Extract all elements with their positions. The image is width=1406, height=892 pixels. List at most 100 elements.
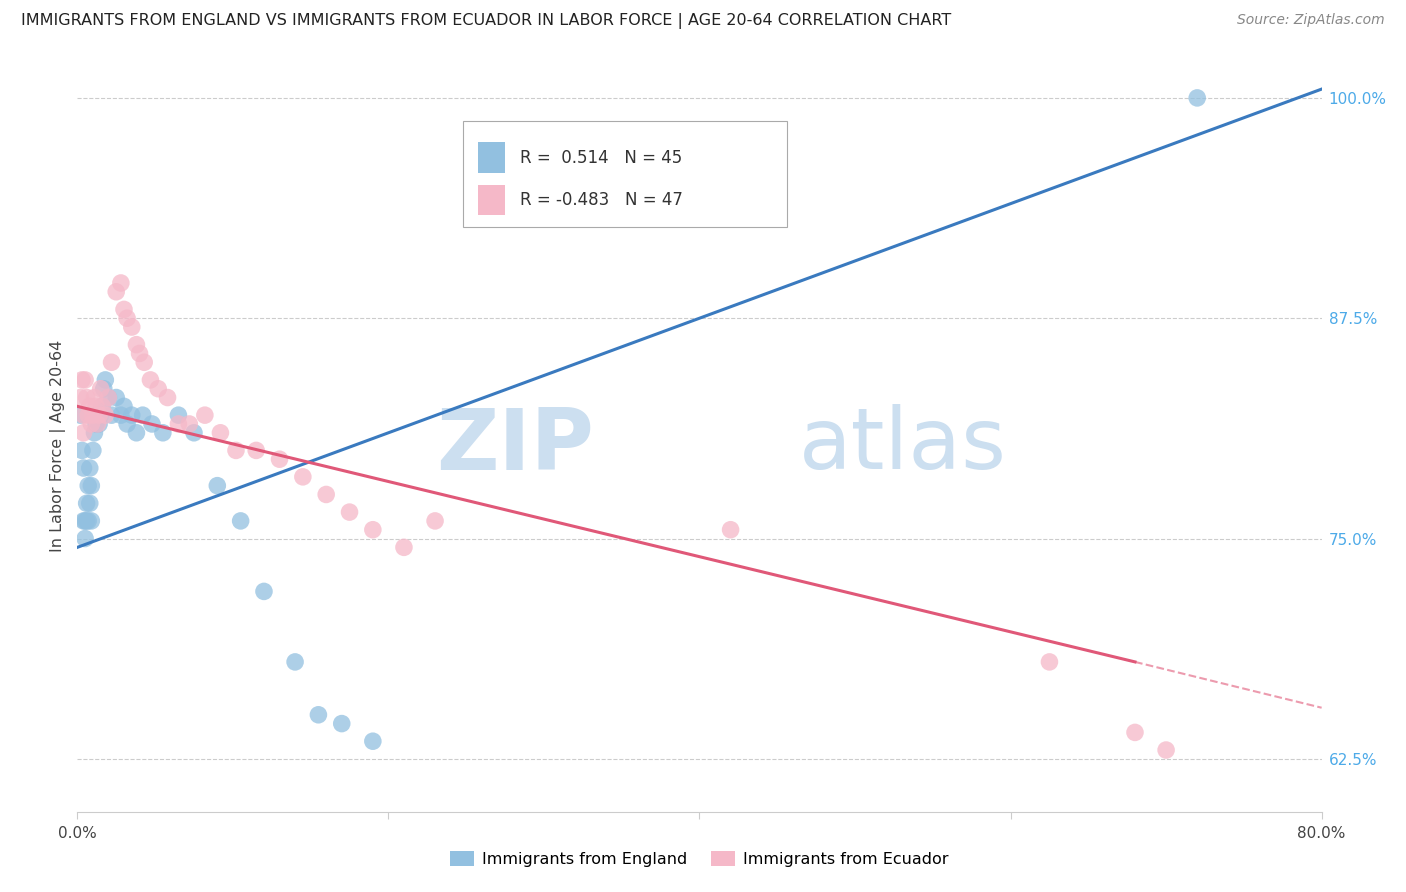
Text: ZIP: ZIP bbox=[436, 404, 593, 488]
Point bbox=[148, 382, 170, 396]
Point bbox=[72, 425, 94, 440]
Point bbox=[79, 496, 101, 510]
Point bbox=[69, 391, 91, 405]
Point bbox=[207, 478, 229, 492]
Legend: Immigrants from England, Immigrants from Ecuador: Immigrants from England, Immigrants from… bbox=[444, 845, 955, 873]
Point bbox=[125, 337, 148, 351]
Point bbox=[720, 523, 742, 537]
Point bbox=[339, 505, 361, 519]
Point bbox=[79, 461, 101, 475]
Bar bbox=[478, 185, 505, 215]
Y-axis label: In Labor Force | Age 20-64: In Labor Force | Age 20-64 bbox=[51, 340, 66, 552]
Point bbox=[83, 391, 105, 405]
Point bbox=[82, 443, 104, 458]
Point bbox=[75, 373, 97, 387]
Point bbox=[141, 417, 163, 431]
Text: R =  0.514   N = 45: R = 0.514 N = 45 bbox=[520, 149, 682, 167]
Point bbox=[115, 417, 138, 431]
Point bbox=[72, 408, 94, 422]
Point bbox=[80, 417, 103, 431]
Point bbox=[70, 373, 93, 387]
Point bbox=[86, 408, 108, 422]
Point bbox=[76, 496, 98, 510]
Point bbox=[79, 400, 101, 414]
Text: atlas: atlas bbox=[799, 404, 1007, 488]
Point bbox=[80, 478, 103, 492]
Point bbox=[90, 382, 112, 396]
Point bbox=[72, 514, 94, 528]
Point bbox=[112, 302, 135, 317]
Point bbox=[392, 541, 415, 555]
Point bbox=[284, 655, 307, 669]
Point bbox=[93, 382, 115, 396]
Point bbox=[245, 443, 267, 458]
Point bbox=[121, 408, 143, 422]
Point bbox=[209, 425, 232, 440]
Point bbox=[167, 417, 190, 431]
Point bbox=[70, 443, 93, 458]
Point bbox=[183, 425, 205, 440]
Point bbox=[361, 523, 384, 537]
Text: R = -0.483   N = 47: R = -0.483 N = 47 bbox=[520, 191, 683, 209]
Bar bbox=[478, 142, 505, 173]
Point bbox=[75, 532, 97, 546]
FancyBboxPatch shape bbox=[463, 120, 786, 227]
Point bbox=[77, 478, 100, 492]
Point bbox=[315, 487, 337, 501]
Point bbox=[94, 408, 117, 422]
Point bbox=[110, 276, 132, 290]
Point bbox=[97, 391, 120, 405]
Point bbox=[307, 707, 329, 722]
Point bbox=[77, 408, 100, 422]
Point bbox=[194, 408, 217, 422]
Point bbox=[112, 400, 135, 414]
Point bbox=[1038, 655, 1060, 669]
Point bbox=[110, 408, 132, 422]
Point bbox=[253, 584, 276, 599]
Point bbox=[330, 716, 353, 731]
Point bbox=[105, 391, 128, 405]
Point bbox=[291, 470, 314, 484]
Point bbox=[269, 452, 291, 467]
Point bbox=[100, 355, 122, 369]
Point bbox=[105, 285, 128, 299]
Point bbox=[76, 391, 98, 405]
Text: IMMIGRANTS FROM ENGLAND VS IMMIGRANTS FROM ECUADOR IN LABOR FORCE | AGE 20-64 CO: IMMIGRANTS FROM ENGLAND VS IMMIGRANTS FR… bbox=[21, 13, 952, 29]
Point bbox=[76, 514, 98, 528]
Point bbox=[361, 734, 384, 748]
Point bbox=[229, 514, 252, 528]
Point bbox=[87, 408, 110, 422]
Point bbox=[1187, 91, 1209, 105]
Point bbox=[100, 408, 122, 422]
Point bbox=[156, 391, 179, 405]
Point bbox=[82, 408, 104, 422]
Point bbox=[1154, 743, 1177, 757]
Point bbox=[69, 408, 91, 422]
Point bbox=[167, 408, 190, 422]
Point bbox=[80, 514, 103, 528]
Point bbox=[94, 373, 117, 387]
Point bbox=[139, 373, 162, 387]
Point bbox=[131, 408, 153, 422]
Point bbox=[77, 514, 100, 528]
Point bbox=[72, 461, 94, 475]
Point bbox=[97, 391, 120, 405]
Point bbox=[91, 400, 114, 414]
Point bbox=[423, 514, 446, 528]
Point bbox=[75, 514, 97, 528]
Point bbox=[1123, 725, 1146, 739]
Point bbox=[121, 320, 143, 334]
Point bbox=[134, 355, 156, 369]
Point bbox=[86, 417, 108, 431]
Point bbox=[125, 425, 148, 440]
Point bbox=[179, 417, 201, 431]
Point bbox=[152, 425, 174, 440]
Point bbox=[128, 346, 150, 360]
Point bbox=[83, 425, 105, 440]
Point bbox=[84, 400, 107, 414]
Point bbox=[84, 417, 107, 431]
Point bbox=[87, 417, 110, 431]
Point bbox=[91, 400, 114, 414]
Point bbox=[225, 443, 247, 458]
Text: Source: ZipAtlas.com: Source: ZipAtlas.com bbox=[1237, 13, 1385, 28]
